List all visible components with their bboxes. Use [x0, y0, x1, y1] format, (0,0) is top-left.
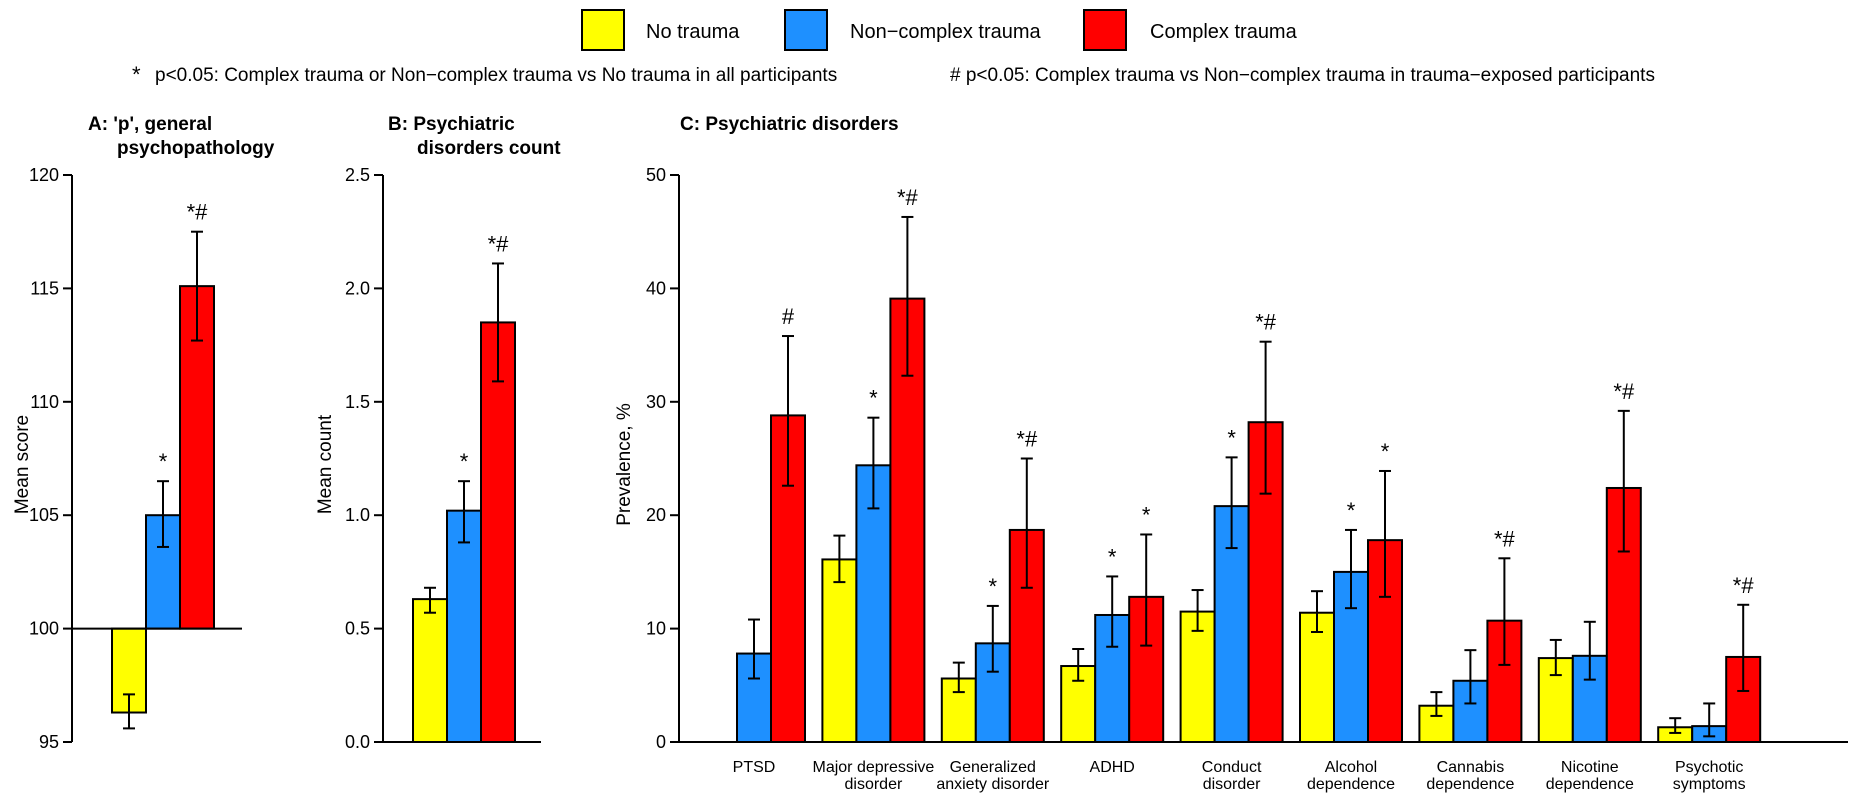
panel-c-bar-3-1-significance: *	[1108, 544, 1117, 569]
panel-c-category-label-2: Generalized	[950, 759, 1036, 776]
panel-c-y-tick-label-2: 20	[646, 505, 666, 525]
hash-note: # p<0.05: Complex trauma vs Non−complex …	[950, 65, 1655, 86]
panel-a-bar-0-2	[179, 285, 215, 630]
panel-c-category-label-4: Conduct	[1202, 759, 1262, 776]
panel-c-bar-8-2-significance: *#	[1733, 573, 1755, 598]
panel-a: A: 'p', general psychopathology 95 100 105 11…	[12, 114, 275, 752]
panel-c-y-tick-label-4: 40	[646, 278, 666, 298]
panel-c-category-label-6: Cannabis	[1437, 759, 1505, 776]
panel-b-y-tick-label-2: 1.0	[345, 505, 370, 525]
panel-b-y-tick-label-4: 2.0	[345, 278, 370, 298]
legend-label-non-complex-trauma: Non−complex trauma	[850, 21, 1042, 43]
panel-a-y-tick-label-4: 115	[30, 278, 59, 298]
panel-b-title: B: Psychiatric	[388, 114, 515, 135]
panel-c-bar-4-1-significance: *	[1227, 425, 1236, 450]
panel-c-bar-0-2-significance: #	[782, 304, 795, 329]
panel-c-category-label-5: Alcohol	[1325, 759, 1377, 776]
panel-a-y-tick-label-0: 95	[39, 732, 59, 752]
legend-swatch-complex-trauma	[1083, 9, 1127, 51]
panel-c-bar-3-2-significance: *	[1142, 502, 1151, 527]
panel-c-category-label-8-line-2: symptoms	[1673, 776, 1746, 793]
panel-b-y-tick-label-0: 0.0	[345, 732, 370, 752]
panel-b-bar-0-1-significance: *	[460, 449, 469, 474]
panel-c-y-tick-label-1: 10	[646, 619, 666, 639]
panel-c-category-label-4-line-2: disorder	[1203, 776, 1261, 793]
panel-b-y-tick-label-1: 0.5	[345, 619, 370, 639]
panel-b-title-line-2: disorders count	[417, 138, 561, 159]
panel-b-bar-0-2-significance: *#	[488, 231, 510, 256]
panel-c-category-label-2-line-2: anxiety disorder	[936, 776, 1050, 793]
panel-c: C: Psychiatric disorders 0 10 20 30 40 50 Preva…	[614, 114, 1848, 793]
panel-c-category-label-1: Major depressive	[812, 759, 934, 776]
panel-b-bar-0-2	[480, 321, 516, 743]
panel-b: B: Psychiatric disorders count 0.0 0.5 1.0 1.…	[315, 114, 561, 752]
panel-a-y-tick-label-2: 105	[29, 505, 59, 525]
panel-a-bar-0-2-significance: *#	[187, 200, 209, 225]
panel-c-category-label-7-line-2: dependence	[1546, 776, 1634, 793]
panel-c-bar-2-1-significance: *	[989, 574, 998, 599]
panel-a-title-line-2: psychopathology	[117, 138, 275, 159]
panel-a-y-tick-label-1: 100	[29, 619, 59, 639]
significance-notes: * p<0.05: Complex trauma or Non−complex …	[132, 62, 1655, 87]
legend-label-complex-trauma: Complex trauma	[1150, 21, 1298, 43]
panel-a-y-tick-label-5: 120	[29, 165, 59, 185]
legend-label-no-trauma: No trauma	[646, 21, 740, 43]
panel-a-y-tick-label-3: 110	[30, 392, 59, 412]
panel-a-y-axis-label: Mean score	[12, 415, 33, 514]
panel-c-category-label-7: Nicotine	[1561, 759, 1619, 776]
panel-c-bar-5-1-significance: *	[1347, 498, 1356, 523]
panel-b-y-axis-label: Mean count	[315, 414, 336, 514]
panel-b-y-tick-label-3: 1.5	[345, 392, 370, 412]
panel-a-bar-0-1-significance: *	[159, 449, 168, 474]
panel-c-bar-4-0	[1179, 610, 1216, 744]
panel-c-category-label-8: Psychotic	[1675, 759, 1743, 776]
panel-b-bar-0-1	[446, 509, 482, 743]
panel-b-y-tick-label-5: 2.5	[345, 165, 370, 185]
panel-c-category-label-6-line-2: dependence	[1426, 776, 1514, 793]
legend: No trauma Non−complex trauma Complex tra…	[581, 9, 1298, 51]
panel-c-bar-1-0	[821, 558, 858, 744]
panel-c-bar-1-1-significance: *	[869, 386, 878, 411]
panel-c-bar-5-0	[1299, 611, 1335, 743]
panel-c-category-label-0: PTSD	[733, 759, 776, 776]
panel-c-bar-4-2-significance: *#	[1255, 310, 1277, 335]
star-note-symbol: *	[132, 62, 141, 87]
panel-c-bar-1-1	[855, 464, 892, 743]
legend-swatch-non-complex-trauma	[784, 9, 828, 51]
panel-c-y-tick-label-0: 0	[656, 732, 666, 752]
panel-c-category-label-1-line-2: disorder	[844, 776, 902, 793]
panel-c-bar-5-2-significance: *	[1381, 439, 1390, 464]
panel-b-bar-0-0	[412, 598, 448, 744]
star-note: p<0.05: Complex trauma or Non−complex tr…	[155, 65, 837, 86]
panel-a-title: A: 'p', general	[88, 114, 212, 135]
panel-c-bar-7-2-significance: *#	[1613, 379, 1635, 404]
panel-c-category-label-3: ADHD	[1090, 759, 1135, 776]
panel-c-title: C: Psychiatric disorders	[680, 114, 899, 135]
panel-c-bar-6-2-significance: *#	[1494, 526, 1516, 551]
panel-c-bar-1-2-significance: *#	[897, 185, 919, 210]
panel-c-y-axis-label: Prevalence, %	[614, 403, 635, 526]
legend-swatch-no-trauma	[581, 9, 625, 51]
panel-c-y-tick-label-3: 30	[646, 392, 666, 412]
panel-c-bar-2-2-significance: *#	[1016, 427, 1038, 452]
panel-c-y-tick-label-5: 50	[646, 165, 666, 185]
panel-c-category-label-5-line-2: dependence	[1307, 776, 1395, 793]
